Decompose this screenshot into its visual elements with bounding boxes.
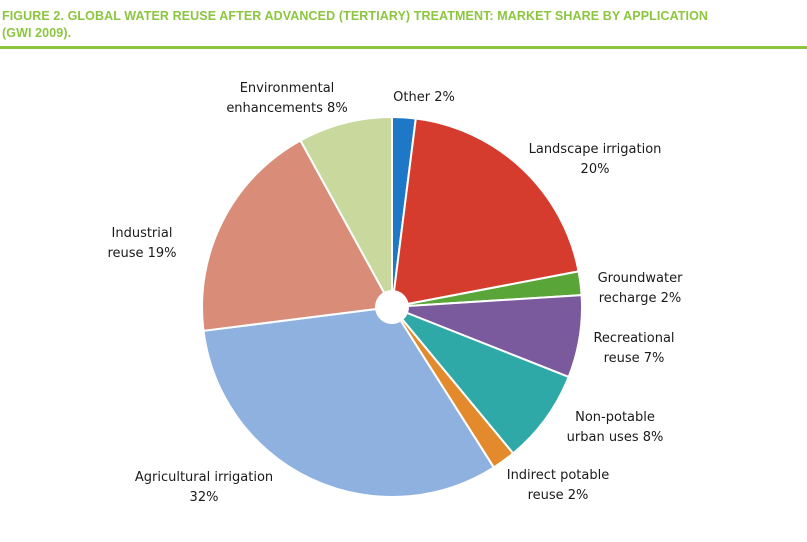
pie-labels: Other 2% Landscape irrigation 20% Groundwat… [107,81,683,505]
pie-slice-landscape-irrigation [391,117,580,308]
slice-label-environmental-enhancements: Environmental enhancements 8% [226,81,347,116]
title-divider [0,46,807,49]
slice-label-recreational-reuse: Recreational reuse 7% [593,331,674,366]
slice-label-landscape-irrigation: Landscape irrigation 20% [529,142,662,177]
slice-label-other: Other 2% [393,90,455,105]
figure-title-line1: FIGURE 2. GLOBAL WATER REUSE AFTER ADVAN… [2,9,709,23]
pie-center-hole [375,290,409,324]
slice-label-groundwater-recharge: Groundwater recharge 2% [598,271,684,306]
pie-slice-non-potable-urban-uses [391,306,570,455]
pie-slice-industrial-reuse [201,139,393,332]
pie-slices [201,116,583,498]
slice-label-indirect-potable-reuse: Indirect potable reuse 2% [507,468,610,503]
slice-label-non-potable-urban-uses: Non-potable urban uses 8% [567,410,664,445]
slice-label-agricultural-irrigation: Agricultural irrigation 32% [135,470,273,505]
pie-slice-agricultural-irrigation [202,306,495,498]
slice-label-industrial-reuse: Industrial reuse 19% [107,226,176,261]
pie-slice-environmental-enhancements [299,116,393,308]
figure-title-line2: (GWI 2009). [2,26,72,40]
figure-title: FIGURE 2. GLOBAL WATER REUSE AFTER ADVAN… [2,8,802,42]
